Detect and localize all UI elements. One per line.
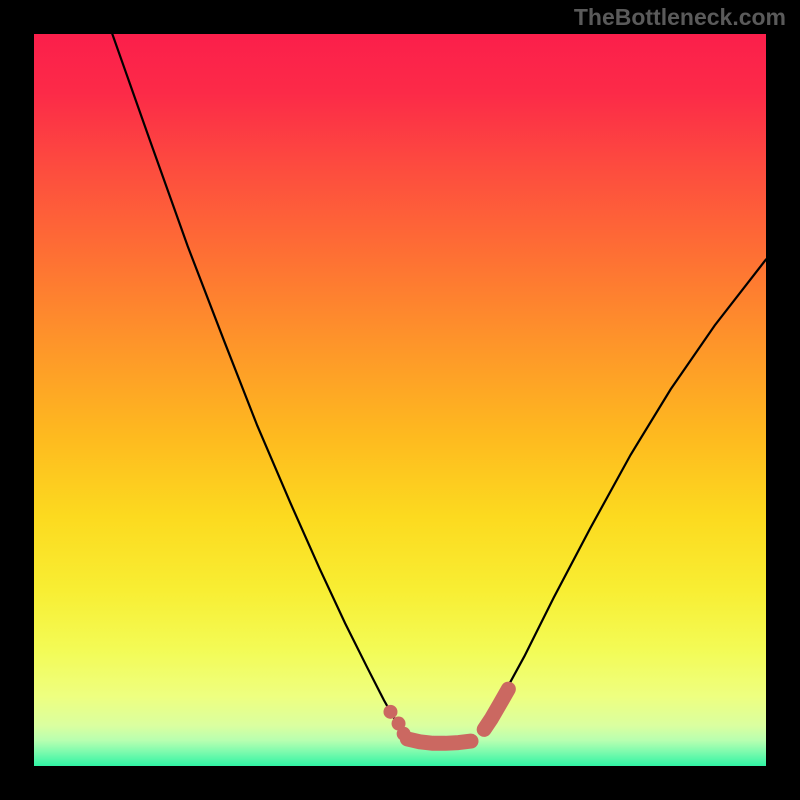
plot-background [34,34,766,766]
chart-svg [0,0,800,800]
marker-dot [383,705,397,719]
marker-dot [397,727,411,741]
watermark-text: TheBottleneck.com [574,4,786,31]
bottleneck-chart: TheBottleneck.com [0,0,800,800]
marker-band-valley [407,739,471,743]
